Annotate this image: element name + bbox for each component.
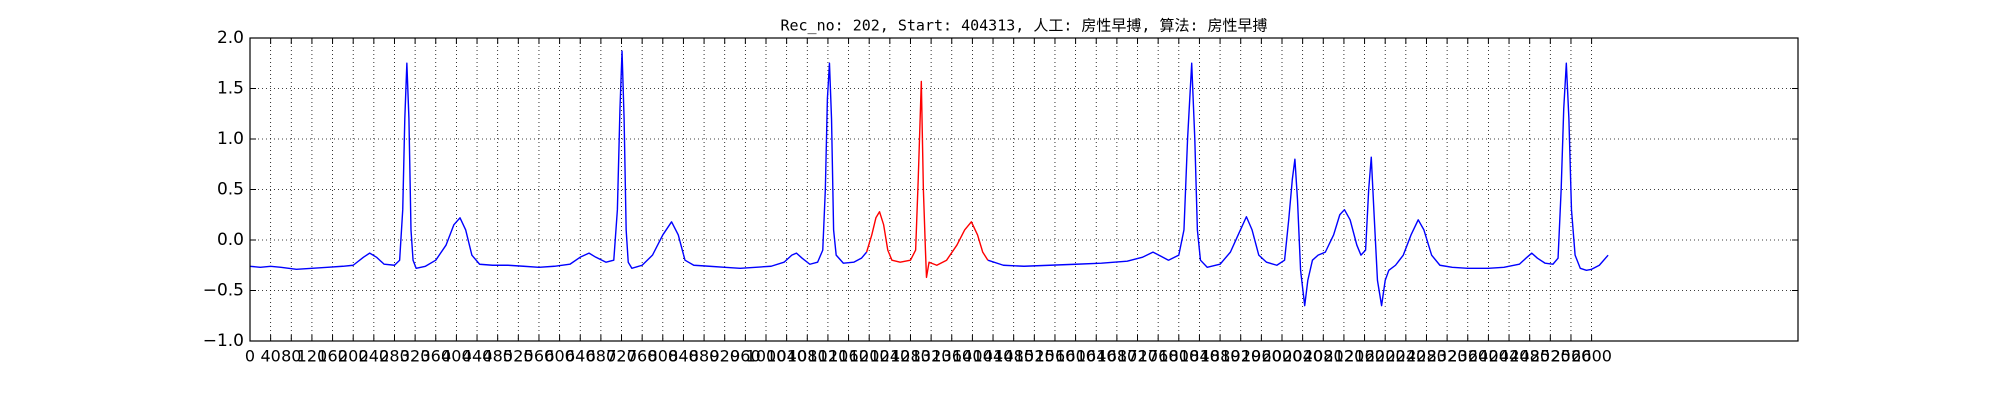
x-tick-label: 2600 [1571, 347, 1612, 366]
x-tick-label: 680 [586, 347, 617, 366]
x-tick-label: 560 [524, 347, 555, 366]
x-tick-label: 2160 [1344, 347, 1385, 366]
x-tick-label: 880 [689, 347, 720, 366]
x-tick-label: 2360 [1447, 347, 1488, 366]
x-tick-label: 800 [648, 347, 679, 366]
x-tick-label: 1920 [1220, 347, 1261, 366]
y-tick-label: 0.5 [217, 180, 244, 200]
x-tick-label: 1600 [1055, 347, 1096, 366]
x-tick-label: 2320 [1427, 347, 1468, 366]
x-tick-label: 0 [245, 347, 255, 366]
x-tick-label: 1800 [1158, 347, 1199, 366]
x-tick-label: 840 [668, 347, 699, 366]
x-tick-label: 2080 [1303, 347, 1344, 366]
x-tick-label: 80 [281, 347, 301, 366]
x-tick-label: 920 [709, 347, 740, 366]
x-tick-label: 2240 [1385, 347, 1426, 366]
x-tick-label: 440 [462, 347, 493, 366]
x-tick-label: 2400 [1468, 347, 1509, 366]
plot-frame [249, 37, 1799, 342]
x-tick-label: 240 [359, 347, 390, 366]
x-tick-label: 2000 [1262, 347, 1303, 366]
x-tick-label: 1960 [1241, 347, 1282, 366]
x-tick-label: 1160 [828, 347, 869, 366]
x-tick-label: 1720 [1117, 347, 1158, 366]
x-tick-label: 1560 [1035, 347, 1076, 366]
x-tick-label: 2200 [1365, 347, 1406, 366]
x-tick-label: 280 [379, 347, 410, 366]
x-tick-label: 160 [317, 347, 348, 366]
x-tick-label: 1320 [911, 347, 952, 366]
chart-title: Rec_no: 202, Start: 404313, 人工: 房性早搏, 算法… [780, 17, 1267, 35]
x-tick-label: 200 [338, 347, 369, 366]
x-tick-label: 1480 [993, 347, 1034, 366]
x-tick-label: 720 [606, 347, 637, 366]
y-tick-label: 1.0 [217, 129, 244, 149]
y-tick-label: −1.0 [203, 331, 244, 351]
x-tick-label: 760 [627, 347, 658, 366]
x-tick-label: 640 [565, 347, 596, 366]
x-tick-label: 1120 [808, 347, 849, 366]
x-tick-label: 2440 [1489, 347, 1530, 366]
x-tick-label: 1680 [1097, 347, 1138, 366]
y-tick-label: −0.5 [203, 281, 244, 301]
x-tick-label: 2120 [1324, 347, 1365, 366]
x-tick-label: 1280 [890, 347, 931, 366]
x-tick-label: 1000 [746, 347, 787, 366]
x-tick-label: 1040 [766, 347, 807, 366]
x-tick-label: 2040 [1282, 347, 1323, 366]
x-tick-label: 1880 [1200, 347, 1241, 366]
series-line [865, 80, 989, 279]
x-tick-label: 2520 [1530, 347, 1571, 366]
y-tick-label: 2.0 [217, 28, 244, 48]
x-tick-label: 600 [544, 347, 575, 366]
x-tick-label: 120 [297, 347, 328, 366]
x-tick-label: 2480 [1509, 347, 1550, 366]
x-tick-label: 1400 [952, 347, 993, 366]
x-tick-label: 1760 [1138, 347, 1179, 366]
x-tick-label: 2560 [1551, 347, 1592, 366]
x-tick-label: 1640 [1076, 347, 1117, 366]
x-tick-label: 1080 [787, 347, 828, 366]
x-tick-label: 2280 [1406, 347, 1447, 366]
x-tick-label: 1840 [1179, 347, 1220, 366]
y-tick-label: 1.5 [217, 79, 244, 99]
x-tick-label: 520 [503, 347, 534, 366]
x-tick-label: 40 [260, 347, 280, 366]
x-tick-label: 1520 [1014, 347, 1055, 366]
y-tick-label: 0.0 [217, 230, 244, 250]
x-tick-label: 1440 [973, 347, 1014, 366]
x-tick-label: 480 [482, 347, 513, 366]
x-tick-label: 1360 [931, 347, 972, 366]
x-tick-label: 360 [420, 347, 451, 366]
series-line [249, 50, 1609, 307]
x-tick-label: 400 [441, 347, 472, 366]
x-tick-label: 320 [400, 347, 431, 366]
x-tick-label: 1240 [869, 347, 910, 366]
x-tick-label: 1200 [849, 347, 890, 366]
x-tick-label: 960 [730, 347, 761, 366]
